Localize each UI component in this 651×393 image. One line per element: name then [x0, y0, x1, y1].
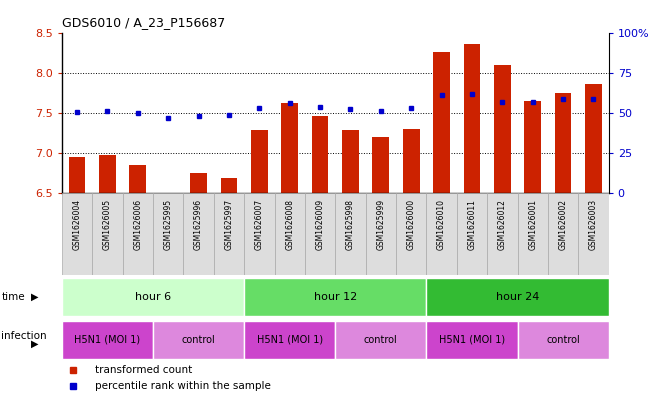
Bar [62, 321, 153, 359]
Text: GSM1626004: GSM1626004 [72, 199, 81, 250]
Bar [335, 193, 366, 275]
Bar [62, 278, 244, 316]
Text: GSM1625995: GSM1625995 [163, 199, 173, 250]
Text: GSM1626007: GSM1626007 [255, 199, 264, 250]
Bar [426, 278, 609, 316]
Text: GDS6010 / A_23_P156687: GDS6010 / A_23_P156687 [62, 16, 225, 29]
Text: GSM1625999: GSM1625999 [376, 199, 385, 250]
Bar [335, 321, 426, 359]
Bar [518, 193, 548, 275]
Bar [122, 193, 153, 275]
Text: GSM1626012: GSM1626012 [498, 199, 507, 250]
Text: time: time [1, 292, 25, 302]
Bar [585, 84, 602, 193]
Bar [99, 155, 116, 193]
Bar [92, 193, 122, 275]
Text: GSM1626009: GSM1626009 [316, 199, 325, 250]
Bar [153, 321, 244, 359]
Bar [190, 173, 207, 193]
Text: ▶: ▶ [31, 292, 39, 302]
Text: transformed count: transformed count [94, 365, 192, 375]
Text: hour 24: hour 24 [496, 292, 539, 302]
Text: GSM1626002: GSM1626002 [559, 199, 568, 250]
Bar [69, 157, 85, 193]
Text: control: control [546, 335, 580, 345]
Bar [62, 193, 92, 275]
Bar [372, 137, 389, 193]
Bar [305, 193, 335, 275]
Bar [548, 193, 578, 275]
Bar [457, 193, 487, 275]
Text: GSM1626008: GSM1626008 [285, 199, 294, 250]
Text: GSM1625997: GSM1625997 [225, 199, 234, 250]
Bar [403, 129, 419, 193]
Text: GSM1625996: GSM1625996 [194, 199, 203, 250]
Bar [396, 193, 426, 275]
Text: H5N1 (MOI 1): H5N1 (MOI 1) [256, 335, 323, 345]
Text: GSM1626006: GSM1626006 [133, 199, 143, 250]
Bar [214, 193, 244, 275]
Text: control: control [182, 335, 215, 345]
Bar [244, 321, 335, 359]
Bar [494, 65, 510, 193]
Text: GSM1626010: GSM1626010 [437, 199, 446, 250]
Bar [518, 321, 609, 359]
Bar [426, 193, 457, 275]
Text: ▶: ▶ [31, 339, 39, 349]
Text: GSM1626005: GSM1626005 [103, 199, 112, 250]
Bar [153, 193, 184, 275]
Bar [244, 193, 275, 275]
Text: GSM1626000: GSM1626000 [407, 199, 416, 250]
Bar [184, 193, 214, 275]
Bar [342, 130, 359, 193]
Text: GSM1625998: GSM1625998 [346, 199, 355, 250]
Bar [487, 193, 518, 275]
Bar [525, 101, 541, 193]
Text: infection: infection [1, 331, 47, 341]
Text: hour 12: hour 12 [314, 292, 357, 302]
Bar [275, 193, 305, 275]
Text: control: control [364, 335, 398, 345]
Bar [130, 165, 146, 193]
Bar [251, 130, 268, 193]
Text: H5N1 (MOI 1): H5N1 (MOI 1) [74, 335, 141, 345]
Bar [426, 321, 518, 359]
Bar [281, 103, 298, 193]
Text: GSM1626011: GSM1626011 [467, 199, 477, 250]
Text: GSM1626003: GSM1626003 [589, 199, 598, 250]
Bar [366, 193, 396, 275]
Bar [244, 278, 426, 316]
Text: H5N1 (MOI 1): H5N1 (MOI 1) [439, 335, 505, 345]
Text: GSM1626001: GSM1626001 [528, 199, 537, 250]
Bar [434, 52, 450, 193]
Bar [312, 116, 329, 193]
Bar [578, 193, 609, 275]
Text: hour 6: hour 6 [135, 292, 171, 302]
Bar [221, 178, 237, 193]
Bar [464, 44, 480, 193]
Text: percentile rank within the sample: percentile rank within the sample [94, 381, 271, 391]
Bar [555, 93, 572, 193]
